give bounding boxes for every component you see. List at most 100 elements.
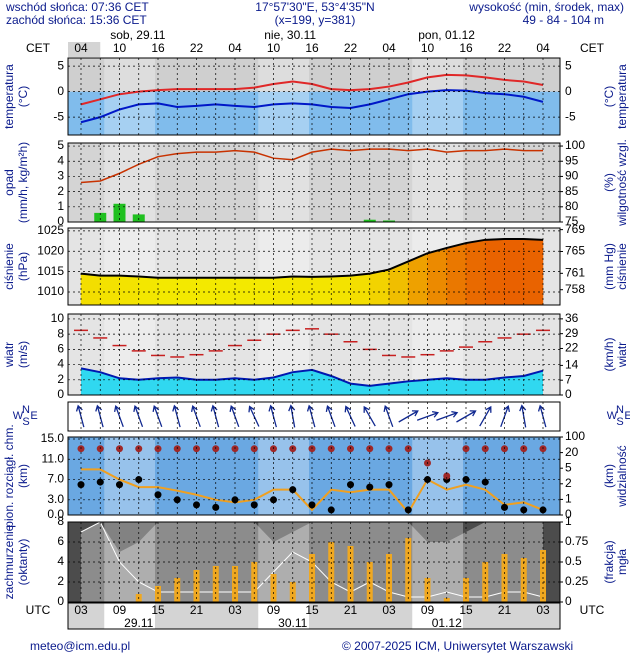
daylight-band <box>258 143 309 222</box>
y-axis-title: temperatura <box>2 64 16 129</box>
fog-bar <box>463 578 469 602</box>
panel-frame <box>67 227 561 306</box>
right-axis-title: wiatr <box>615 342 629 368</box>
data-dot <box>404 506 412 514</box>
y2-tick-label: 5 <box>565 460 572 474</box>
y-tick-label: -5 <box>53 109 64 123</box>
grid-point: (x=199, y=381) <box>275 13 356 27</box>
y-tick-label: 5 <box>565 58 572 72</box>
y-tick-label: 5 <box>57 58 64 72</box>
wind-arrow <box>248 405 260 427</box>
cet-tick-label: 22 <box>190 41 204 55</box>
right-axis-title: ciśnienie <box>615 243 629 290</box>
elevation: 49 - 84 - 104 m <box>523 13 604 27</box>
y2-tick-label: 761 <box>565 265 585 279</box>
utc-tick-label: 09 <box>421 603 435 617</box>
wind-arrow <box>229 404 240 428</box>
compass-letter: S <box>616 416 623 428</box>
y-axis-title: pion. rozciągł. chm. <box>2 424 16 527</box>
y2-tick-label: 765 <box>565 244 585 258</box>
wind-arrow <box>325 404 336 428</box>
day-label: 01.12 <box>432 616 462 630</box>
y-tick-label: 11.0 <box>42 451 65 465</box>
utc-tick-label: 03 <box>74 603 88 617</box>
wind-arrow <box>363 405 376 427</box>
y2-tick-label: 769 <box>565 222 585 236</box>
pressure-area <box>215 277 236 306</box>
y-tick-label: 4 <box>57 153 64 167</box>
y-tick-label: 1010 <box>37 284 64 298</box>
y-axis-unit: (hPa) <box>16 252 30 281</box>
cet-tick-label: 04 <box>382 41 396 55</box>
y-axis-unit: (m/s) <box>16 341 30 368</box>
data-dot <box>289 486 297 494</box>
cet-label: CET <box>580 41 605 55</box>
y-tick-label: 4 <box>57 357 64 371</box>
cet-tick-label: 16 <box>305 41 319 55</box>
cet-tick-label: 04 <box>536 41 550 55</box>
y2-tick-label: 20 <box>565 445 579 459</box>
y2-tick-label: 0 <box>565 507 572 521</box>
y2-tick-label: 95 <box>565 153 579 167</box>
pressure-area <box>504 238 524 306</box>
daylight-band <box>412 143 463 222</box>
y2-tick-label: 14 <box>565 358 579 372</box>
pressure-area <box>100 275 120 306</box>
wind-arrow <box>398 410 419 423</box>
y2-tick-label: 90 <box>565 169 579 183</box>
cet-tick-label: 16 <box>151 41 165 55</box>
y2-tick-label: 85 <box>565 184 579 198</box>
data-dot <box>116 481 123 489</box>
wind-arrow <box>500 404 511 428</box>
y-axis-unit: (km) <box>16 464 30 488</box>
pressure-area <box>446 242 467 306</box>
sunrise: wschód słońca: 07:36 CET <box>5 0 149 14</box>
time-strip-night <box>68 42 101 57</box>
day-label: pon, 01.12 <box>418 28 475 42</box>
wind-area <box>81 368 543 395</box>
y2-tick-label: 1 <box>565 514 572 528</box>
data-dot <box>231 496 239 504</box>
y2-tick-label: 22 <box>565 341 579 355</box>
email: meteo@icm.edu.pl <box>30 639 130 653</box>
panel-frame <box>67 313 561 396</box>
fog-bar <box>424 578 431 602</box>
y-tick-label: 0 <box>57 214 64 228</box>
wind-arrow <box>436 410 459 421</box>
data-dot <box>424 476 431 484</box>
data-dot <box>77 481 85 489</box>
fog-bar <box>193 570 200 602</box>
y-axis-title: ciśnienie <box>2 243 16 290</box>
data-dot <box>193 501 200 509</box>
cet-tick-label: 16 <box>459 41 473 55</box>
compass-letter: N <box>616 404 624 416</box>
data-dot <box>443 472 451 480</box>
panel-frame <box>67 57 561 136</box>
y2-tick-label: 0.75 <box>565 534 589 548</box>
pressure-area <box>311 276 332 306</box>
panel-frame <box>67 142 561 223</box>
y-tick-label: 5 <box>57 138 64 152</box>
pressure-area <box>273 276 293 306</box>
cet-tick-label: 10 <box>421 41 435 55</box>
pressure-area <box>177 277 197 306</box>
utc-label: UTC <box>26 603 51 617</box>
pressure-area <box>254 277 274 306</box>
utc-tick-label: 21 <box>190 603 204 617</box>
y2-tick-label: 2 <box>565 476 572 490</box>
fog-bar <box>520 558 527 602</box>
y-axis-title: wiatr <box>2 342 16 368</box>
y-tick-label: 8 <box>57 514 64 528</box>
cet-tick-label: 04 <box>74 41 88 55</box>
right-axis-unit: (km) <box>602 464 616 488</box>
y-tick-label: 3.0 <box>47 492 64 506</box>
pressure-area <box>465 239 486 306</box>
y2-tick-label: 75 <box>565 214 579 228</box>
y-tick-label: 0.0 <box>47 507 64 521</box>
y-tick-label: 6 <box>57 342 64 356</box>
cet-tick-label: 22 <box>498 41 512 55</box>
utc-tick-label: 21 <box>344 603 358 617</box>
coords: 17°57'30"E, 53°4'35"N <box>255 0 374 14</box>
data-dot <box>154 491 162 499</box>
y-tick-label: 4 <box>57 554 64 568</box>
